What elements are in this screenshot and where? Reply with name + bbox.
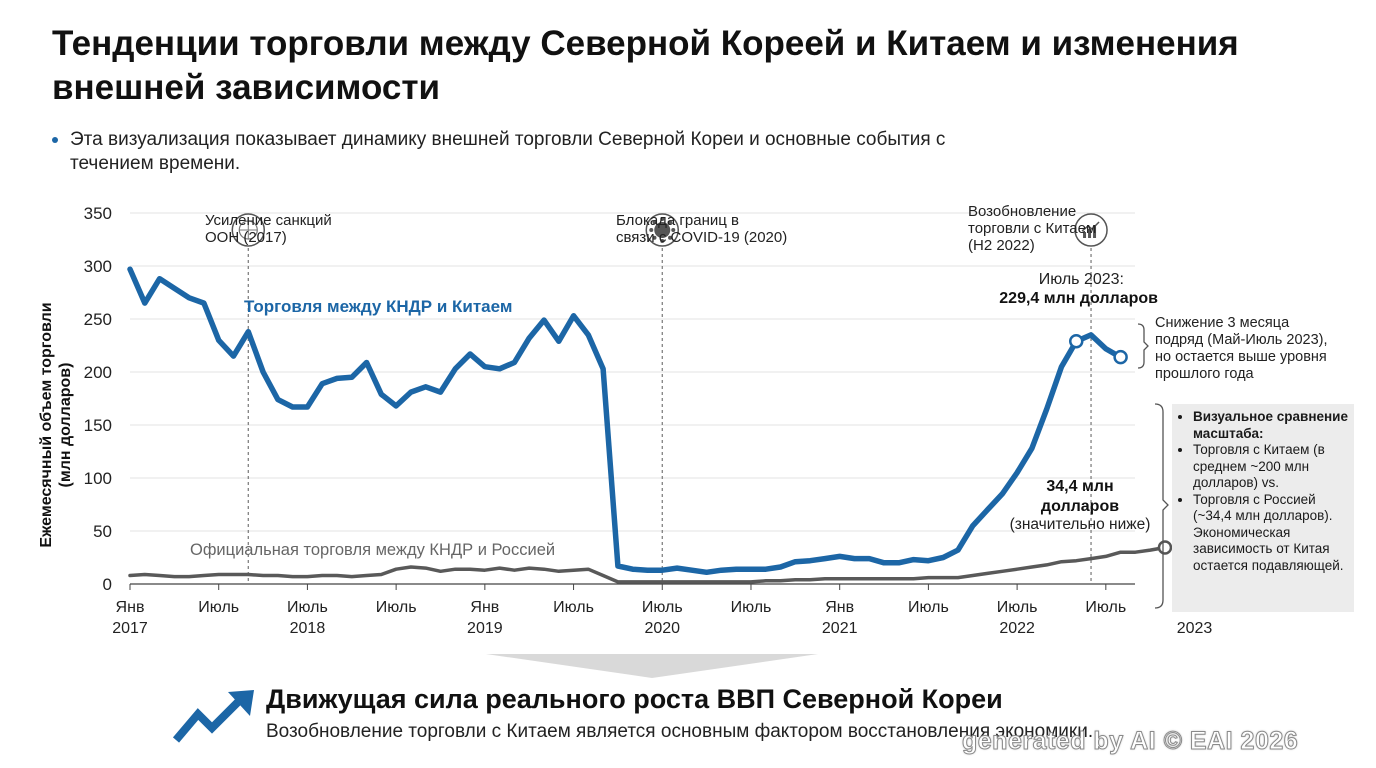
y-tick-label: 50 <box>93 522 112 541</box>
y-tick-label: 300 <box>84 257 112 276</box>
russia-latest-marker <box>1157 540 1173 555</box>
x-tick-year-label: 2021 <box>822 620 858 637</box>
virus-spike <box>671 228 676 232</box>
growth-bar <box>1083 232 1087 238</box>
russia-trade-line <box>128 545 1167 584</box>
china-peak-value: 229,4 млн долларов <box>999 290 1158 307</box>
side-box-bracket <box>1154 403 1169 609</box>
x-tick-year-label: 2018 <box>290 620 326 637</box>
china-july-2023-marker <box>1069 334 1084 349</box>
scale-comparison-box: Визуальное сравнение масштаба: Торговля … <box>1172 404 1354 612</box>
y-tick-label: 250 <box>84 310 112 329</box>
subtitle-text: Эта визуализация показывает динамику вне… <box>70 129 946 174</box>
growth-line <box>1081 221 1100 232</box>
y-tick-label: 350 <box>84 204 112 223</box>
x-tick-year-label: 2022 <box>999 620 1035 637</box>
y-tick-label: 150 <box>84 416 112 435</box>
x-tick-label: Июль <box>553 599 594 616</box>
subtitle-bullet: Эта визуализация показывает динамику вне… <box>52 128 990 176</box>
x-tick-label: Июль <box>642 599 683 616</box>
china-decline-note: подряд (Май-Июль 2023), <box>1155 332 1328 348</box>
side-box-item-russia: Торговля с Россией (~34,4 млн долларов).… <box>1193 492 1348 575</box>
china-decline-note: прошлого года <box>1155 366 1255 382</box>
x-tick-label: Июль <box>1085 599 1126 616</box>
russia-value-note: (значительно ниже) <box>1010 516 1151 533</box>
rising-trend-arrow-icon <box>172 690 254 743</box>
side-box-item-china: Торговля с Китаем (в среднем ~200 млн до… <box>1193 442 1348 492</box>
virus-spike <box>652 220 657 225</box>
x-tick-label: Янв <box>825 599 854 616</box>
x-tick-label: Янв <box>470 599 499 616</box>
event-label: Усиление санкций <box>205 212 332 229</box>
growth-bar <box>1088 229 1092 238</box>
china-decline-note: но остается выше уровня <box>1155 349 1327 365</box>
event-label: торговли с Китаем <box>968 220 1096 237</box>
x-tick-year-label: 2020 <box>644 620 680 637</box>
china-latest-marker <box>1113 349 1128 365</box>
china-decline-note: Снижение 3 месяца <box>1155 315 1290 331</box>
virus-spike <box>668 220 673 225</box>
china-trade-line <box>127 266 1124 576</box>
x-tick-label: Янв <box>116 599 145 616</box>
funnel-arrow-shape <box>486 654 818 678</box>
virus-spike <box>668 235 673 240</box>
y-tick-label: 0 <box>103 575 112 594</box>
event-label: ООН (2017) <box>205 229 287 246</box>
y-tick-label: 200 <box>84 363 112 382</box>
x-tick-label: Июль <box>731 599 772 616</box>
x-tick-label: Июль <box>997 599 1038 616</box>
x-tick-label: Июль <box>287 599 328 616</box>
series-label-russia: Официальная торговля между КНДР и Россие… <box>190 541 555 559</box>
x-tick-year-label: 2017 <box>112 620 148 637</box>
x-tick-label: Июль <box>198 599 239 616</box>
virus-spike <box>649 228 654 232</box>
side-box-heading: Визуальное сравнение масштаба: <box>1193 409 1348 442</box>
y-tick-label: 100 <box>84 469 112 488</box>
russia-value-label: долларов <box>1041 498 1119 515</box>
x-tick-label: Июль <box>376 599 417 616</box>
event-label: Блокада границ в <box>616 212 739 229</box>
event-label: (H2 2022) <box>968 237 1035 254</box>
china-decline-bracket <box>1137 323 1149 369</box>
virus-spike <box>660 217 665 221</box>
virus-body <box>654 222 671 238</box>
event-label: связи с COVID-19 (2020) <box>616 229 787 246</box>
virus-spike <box>660 239 665 243</box>
event-label: Возобновление <box>968 203 1076 220</box>
china-peak-title: Июль 2023: <box>1039 271 1124 288</box>
virus-spike <box>652 235 657 240</box>
footer-title: Движущая сила реального роста ВВП Северн… <box>266 684 1003 714</box>
watermark: generated by AI © EAI 2026 <box>961 727 1299 756</box>
russia-value-label: 34,4 млн <box>1046 478 1113 495</box>
x-tick-year-label: 2019 <box>467 620 503 637</box>
footer-subtitle: Возобновление торговли с Китаем является… <box>266 721 1094 742</box>
y-axis-label: Ежемесячный объем торговли (млн долларов) <box>38 302 74 547</box>
x-tick-year-label: 2023 <box>1177 620 1213 637</box>
growth-bar <box>1093 226 1097 238</box>
x-tick-label: Июль <box>908 599 949 616</box>
bullet-dot-icon <box>52 137 58 143</box>
series-label-china: Торговля между КНДР и Китаем <box>244 297 512 316</box>
page-title: Тенденции торговли между Северной Кореей… <box>52 24 1239 107</box>
